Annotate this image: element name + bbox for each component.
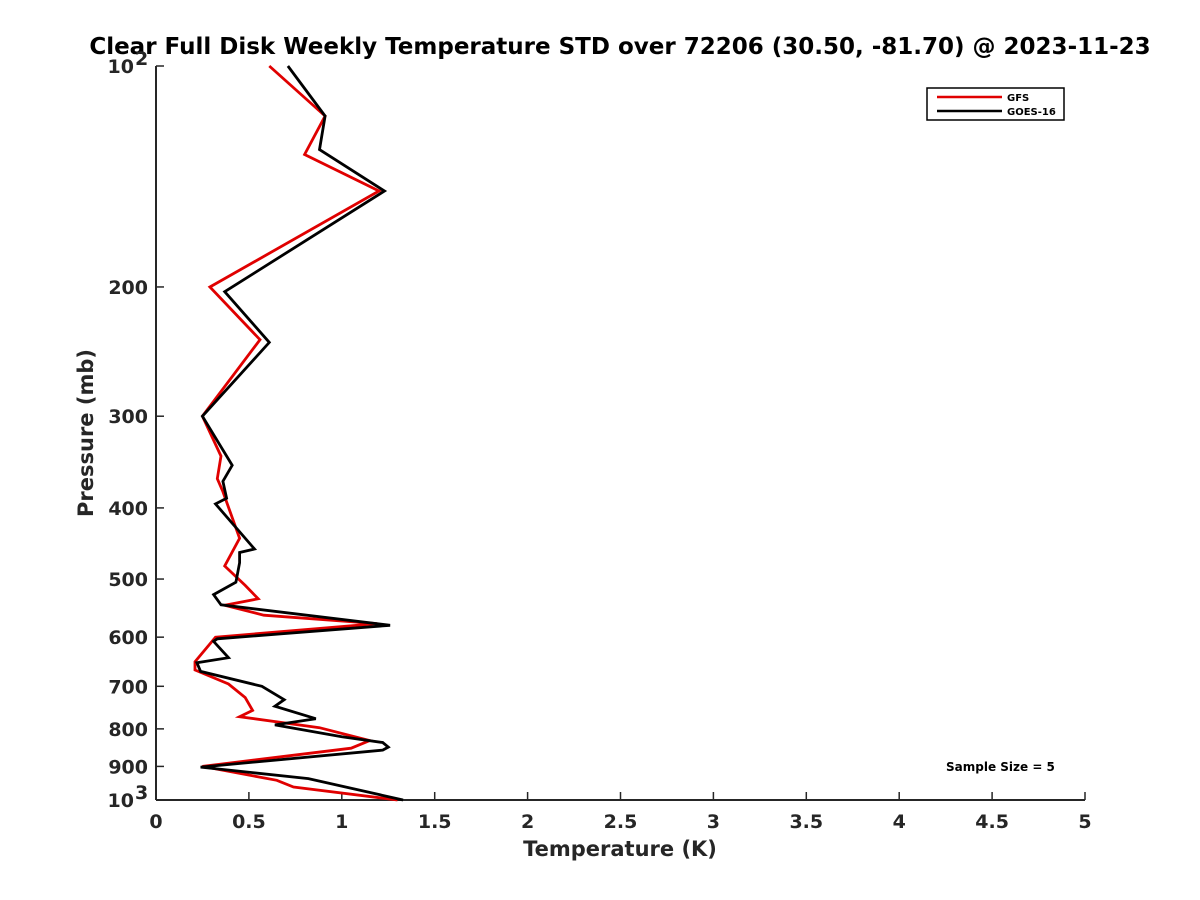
x-tick-label: 5 xyxy=(1078,811,1091,833)
x-tick-label: 3.5 xyxy=(789,811,823,833)
sample-size-note: Sample Size = 5 xyxy=(946,760,1055,774)
x-tick-label: 2 xyxy=(521,811,534,833)
legend-label-goes-16: GOES-16 xyxy=(1007,107,1056,118)
chart-title: Clear Full Disk Weekly Temperature STD o… xyxy=(89,34,1150,60)
x-tick-label: 0.5 xyxy=(232,811,266,833)
y-tick-label: 700 xyxy=(108,676,148,698)
legend-label-gfs: GFS xyxy=(1007,93,1029,104)
x-tick-label: 0 xyxy=(149,811,162,833)
x-tick-label: 2.5 xyxy=(604,811,638,833)
y-axis-label: Pressure (mb) xyxy=(74,349,98,517)
x-tick-label: 3 xyxy=(707,811,720,833)
x-ticks: 0 0.5 1 1.5 2 2.5 3 3.5 4 4.5 5 xyxy=(149,792,1092,833)
series-line-gfs xyxy=(193,64,398,802)
y-tick-label: 400 xyxy=(108,498,148,520)
y-tick-label: 300 xyxy=(108,406,148,428)
y-tick-label: 200 xyxy=(108,277,148,299)
x-tick-label: 4 xyxy=(893,811,906,833)
y-tick-label: 10 xyxy=(108,790,134,812)
series-line-goes-16 xyxy=(194,65,404,802)
series-layer xyxy=(193,64,404,802)
y-tick-exponent: 3 xyxy=(135,782,148,804)
x-tick-label: 4.5 xyxy=(975,811,1009,833)
y-tick-label: 900 xyxy=(108,756,148,778)
y-tick-exponent: 2 xyxy=(135,48,148,70)
y-tick-label: 500 xyxy=(108,569,148,591)
x-tick-label: 1.5 xyxy=(418,811,452,833)
y-tick-label: 800 xyxy=(108,719,148,741)
x-axis-label: Temperature (K) xyxy=(523,837,717,861)
legend: GFS GOES-16 xyxy=(926,87,1065,121)
y-tick-label: 600 xyxy=(108,627,148,649)
legend-box xyxy=(926,87,1065,121)
x-tick-label: 1 xyxy=(335,811,348,833)
axes xyxy=(155,66,1085,801)
y-tick-label: 10 xyxy=(108,56,134,78)
